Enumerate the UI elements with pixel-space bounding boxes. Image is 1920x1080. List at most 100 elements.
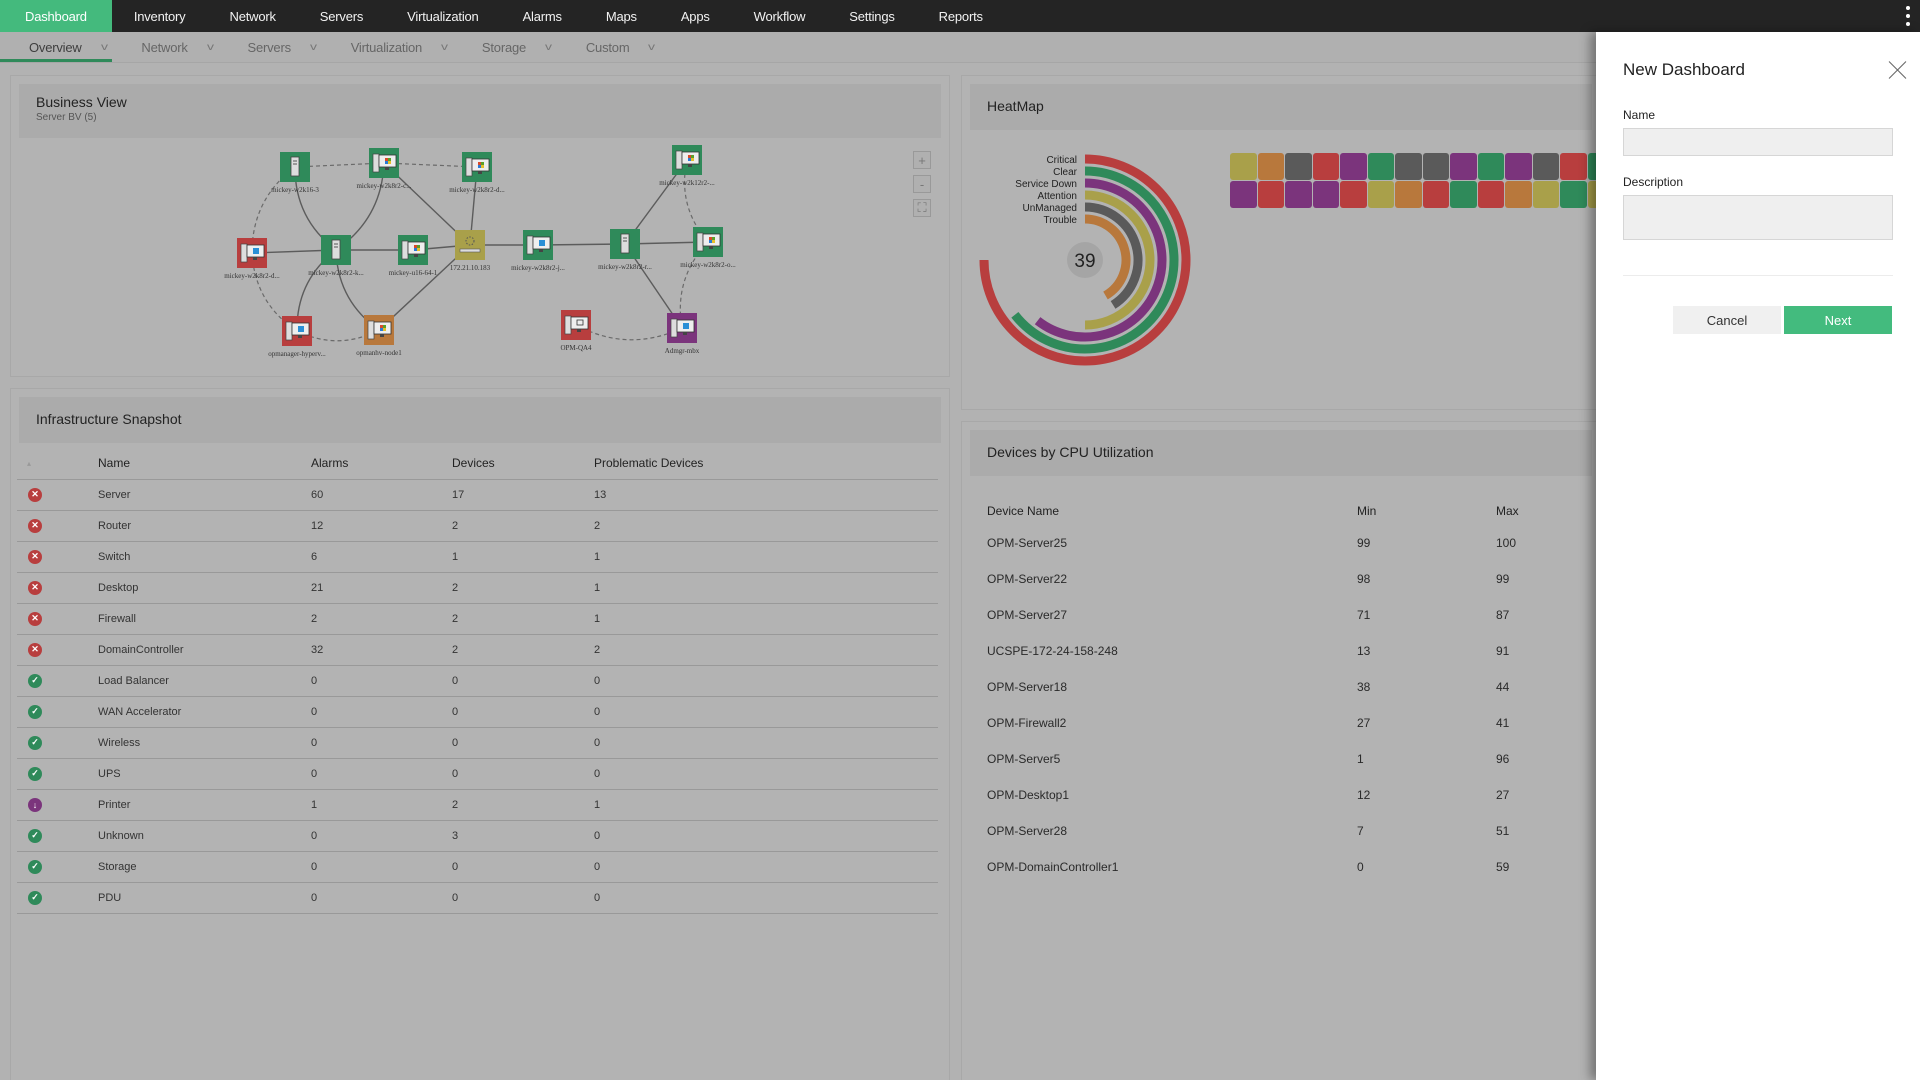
device-name-cell[interactable]: OPM-Server22 [987,572,1068,586]
tab-overview[interactable]: Overview v [0,32,113,62]
table-row[interactable]: OPM-Server18 38 44 [987,669,1587,705]
device-node-desktop-xp[interactable]: mickey-w2k8r2-c... [356,148,412,190]
name-cell[interactable]: Server [98,479,311,511]
device-node-server[interactable]: mickey-w2k8r2-k... [308,235,364,277]
heatmap-tile[interactable] [1450,153,1477,180]
chevron-down-icon[interactable]: v [100,41,108,53]
column-header-alarms[interactable]: Alarms [311,448,452,480]
table-row[interactable]: ✓ PDU 0 0 0 [17,882,938,914]
device-node-switch[interactable]: 172.21.10.183 [450,230,491,272]
heatmap-tile[interactable] [1340,153,1367,180]
table-row[interactable]: ✕ Switch 6 1 1 [17,541,938,573]
device-name-cell[interactable]: OPM-DomainController1 [987,860,1119,874]
heatmap-tile[interactable] [1285,153,1312,180]
table-row[interactable]: ✕ Router 12 2 2 [17,510,938,542]
name-cell[interactable]: Load Balancer [98,665,311,697]
name-cell[interactable]: DomainController [98,634,311,666]
heatmap-arc-service-down[interactable] [1034,178,1167,342]
next-button[interactable]: Next [1784,306,1892,334]
name-cell[interactable]: UPS [98,758,311,790]
heatmap-tile[interactable] [1422,181,1449,208]
nav-servers[interactable]: Servers [319,8,364,24]
name-input[interactable] [1623,128,1893,156]
name-cell[interactable]: Switch [98,541,311,573]
cancel-button[interactable]: Cancel [1673,306,1781,334]
chevron-down-icon[interactable]: v [309,41,317,53]
nav-settings[interactable]: Settings [849,8,895,24]
chevron-down-icon[interactable]: v [206,41,214,53]
device-name-cell[interactable]: OPM-Desktop1 [987,788,1070,802]
device-name-cell[interactable]: OPM-Server18 [987,680,1068,694]
device-name-cell[interactable]: OPM-Server27 [987,608,1068,622]
heatmap-tile[interactable] [1257,181,1284,208]
heatmap-tile[interactable] [1230,181,1257,208]
nav-alarms[interactable]: Alarms [522,8,562,24]
device-name-cell[interactable]: OPM-Server28 [987,824,1068,838]
name-cell[interactable]: WAN Accelerator [98,696,311,728]
table-row[interactable]: ✕ Desktop 21 2 1 [17,572,938,604]
device-name-cell[interactable]: OPM-Firewall2 [987,716,1067,730]
heatmap-tile[interactable] [1367,153,1394,180]
heatmap-arc-trouble[interactable] [1084,214,1131,300]
heatmap-tile[interactable] [1285,181,1312,208]
kebab-menu-icon[interactable] [1904,6,1912,26]
table-row[interactable]: ✓ Storage 0 0 0 [17,851,938,883]
zoom-out-button[interactable]: - [913,175,931,193]
column-header-name[interactable]: Name [98,448,311,480]
nav-workflow[interactable]: Workflow [753,8,806,24]
nav-reports[interactable]: Reports [938,8,983,24]
table-row[interactable]: ✓ Load Balancer 0 0 0 [17,665,938,697]
device-node-desktop-win[interactable]: opmanager-hyperv... [268,316,326,358]
device-name-cell[interactable]: OPM-Server25 [987,536,1068,550]
zoom-in-button[interactable]: + [913,151,931,169]
tab-servers[interactable]: Servers v [218,32,321,62]
fit-screen-icon[interactable]: ⛶ [913,199,931,217]
heatmap-tile[interactable] [1560,181,1587,208]
heatmap-tile[interactable] [1505,153,1532,180]
nav-dashboard[interactable]: Dashboard [0,0,112,32]
heatmap-tile[interactable] [1395,181,1422,208]
heatmap-tile[interactable] [1340,181,1367,208]
heatmap-tile[interactable] [1477,181,1504,208]
heatmap-tile[interactable] [1367,181,1394,208]
name-cell[interactable]: Storage [98,851,311,883]
table-row[interactable]: ✕ Firewall 2 2 1 [17,603,938,635]
device-node-desktop-win[interactable]: mickey-w2k8r2-j... [511,230,565,272]
column-header-device-name[interactable]: Device Name [987,504,1060,518]
device-node-desktop-xp[interactable]: opmanhv-node1 [356,315,402,357]
nav-network[interactable]: Network [229,8,276,24]
table-row[interactable]: ✕ Server 60 17 13 [17,479,938,511]
name-cell[interactable]: Desktop [98,572,311,604]
name-cell[interactable]: Router [98,510,311,542]
name-cell[interactable]: Wireless [98,727,311,759]
table-row[interactable]: OPM-DomainController1 0 59 [987,849,1587,885]
device-node-desktop-xp[interactable]: mickey-w2k8r2-d... [449,152,505,194]
heatmap-tile[interactable] [1312,153,1339,180]
nav-apps[interactable]: Apps [680,8,710,24]
chevron-down-icon[interactable]: v [648,41,656,53]
heatmap-tile[interactable] [1450,181,1477,208]
heatmap-tile[interactable] [1230,153,1257,180]
name-cell[interactable]: PDU [98,882,311,914]
nav-inventory[interactable]: Inventory [133,8,186,24]
table-row[interactable]: ✓ Unknown 0 3 0 [17,820,938,852]
tab-storage[interactable]: Storage v [453,32,557,62]
tab-virtualization[interactable]: Virtualization v [322,32,453,62]
tab-network[interactable]: Network v [112,32,218,62]
column-header-max[interactable]: Max [1496,504,1519,518]
heatmap-arc-unmanaged[interactable] [1084,202,1143,309]
heatmap-tile[interactable] [1257,153,1284,180]
table-row[interactable]: OPM-Server22 98 99 [987,561,1587,597]
column-header-devices[interactable]: Devices [452,448,594,480]
table-row[interactable]: ✓ UPS 0 0 0 [17,758,938,790]
heatmap-tile[interactable] [1477,153,1504,180]
nav-maps[interactable]: Maps [605,8,637,24]
heatmap-tile[interactable] [1532,181,1559,208]
heatmap-tile[interactable] [1395,153,1422,180]
table-row[interactable]: ✓ WAN Accelerator 0 0 0 [17,696,938,728]
table-row[interactable]: UCSPE-172-24-158-248 13 91 [987,633,1587,669]
table-row[interactable]: OPM-Desktop1 12 27 [987,777,1587,813]
device-node-desktop-xp[interactable]: mickey-w2k8r2-o... [680,227,736,269]
heatmap-tile[interactable] [1422,153,1449,180]
table-row[interactable]: ✓ Wireless 0 0 0 [17,727,938,759]
